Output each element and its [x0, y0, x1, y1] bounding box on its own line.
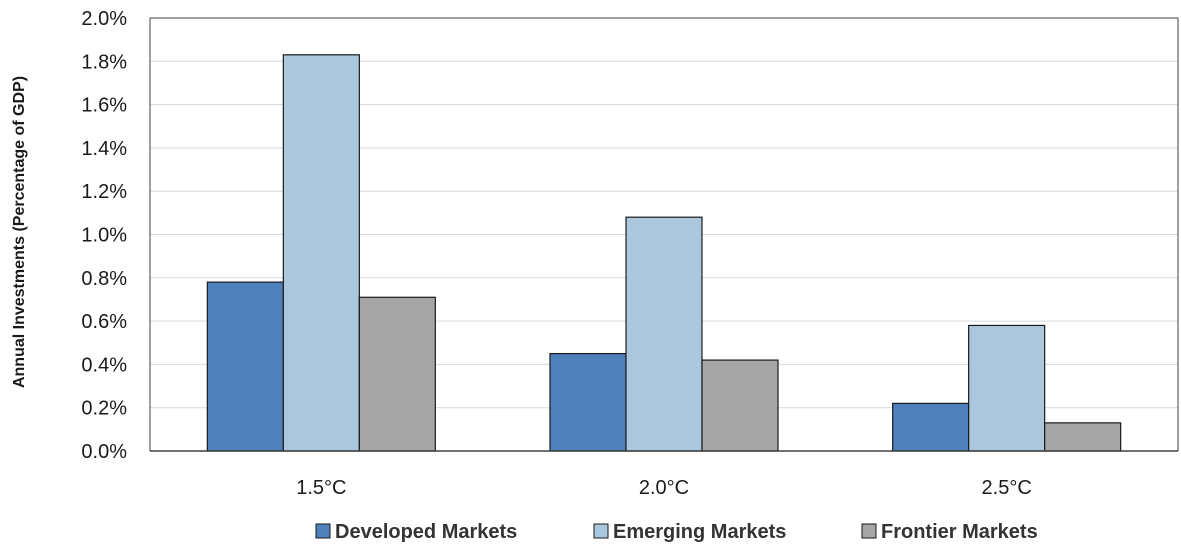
bar-emerging-markets-1: [625, 216, 703, 452]
legend-swatch-emerging-markets: [593, 523, 609, 539]
legend: Developed Markets Emerging Markets Frontie…: [315, 521, 1038, 543]
bar-frontier-markets-0: [358, 296, 436, 452]
y-tick-label: 1.6%: [81, 95, 127, 117]
legend-swatch-frontier-markets: [861, 523, 877, 539]
bar-emerging-markets-0: [282, 54, 360, 452]
y-tick-label: 0.4%: [81, 354, 127, 376]
y-tick-label: 1.4%: [81, 138, 127, 160]
y-tick-label: 2.0%: [81, 8, 127, 30]
legend-label-frontier-markets: Frontier Markets: [881, 521, 1038, 543]
bar-developed-markets-2: [892, 402, 970, 452]
x-category-label: 2.0°C: [639, 477, 689, 499]
bar-frontier-markets-1: [701, 359, 779, 452]
y-tick-label: 1.0%: [81, 225, 127, 247]
axes: 0.0% 0.2% 0.4% 0.6% 0.8% 1.0% 1.2% 1.4% 1.6% 1.8%…: [81, 8, 1179, 499]
y-tick-label: 0.2%: [81, 398, 127, 420]
bar-developed-markets-0: [206, 281, 284, 452]
x-category-label: 1.5°C: [296, 477, 346, 499]
legend-label-developed-markets: Developed Markets: [335, 521, 517, 543]
bars: [206, 54, 1122, 452]
y-tick-label: 1.2%: [81, 181, 127, 203]
legend-swatch-developed-markets: [315, 523, 331, 539]
y-tick-label: 0.6%: [81, 311, 127, 333]
y-tick-label: 1.8%: [81, 51, 127, 73]
bar-frontier-markets-2: [1044, 422, 1122, 452]
bar-emerging-markets-2: [968, 324, 1046, 452]
y-axis-label: Annual Investments (Percentage of GDP): [11, 76, 28, 388]
y-tick-label: 0.8%: [81, 268, 127, 290]
x-category-label: 2.5°C: [982, 477, 1032, 499]
bar-developed-markets-1: [549, 352, 627, 452]
legend-label-emerging-markets: Emerging Markets: [613, 521, 786, 543]
y-tick-label: 0.0%: [81, 441, 127, 463]
